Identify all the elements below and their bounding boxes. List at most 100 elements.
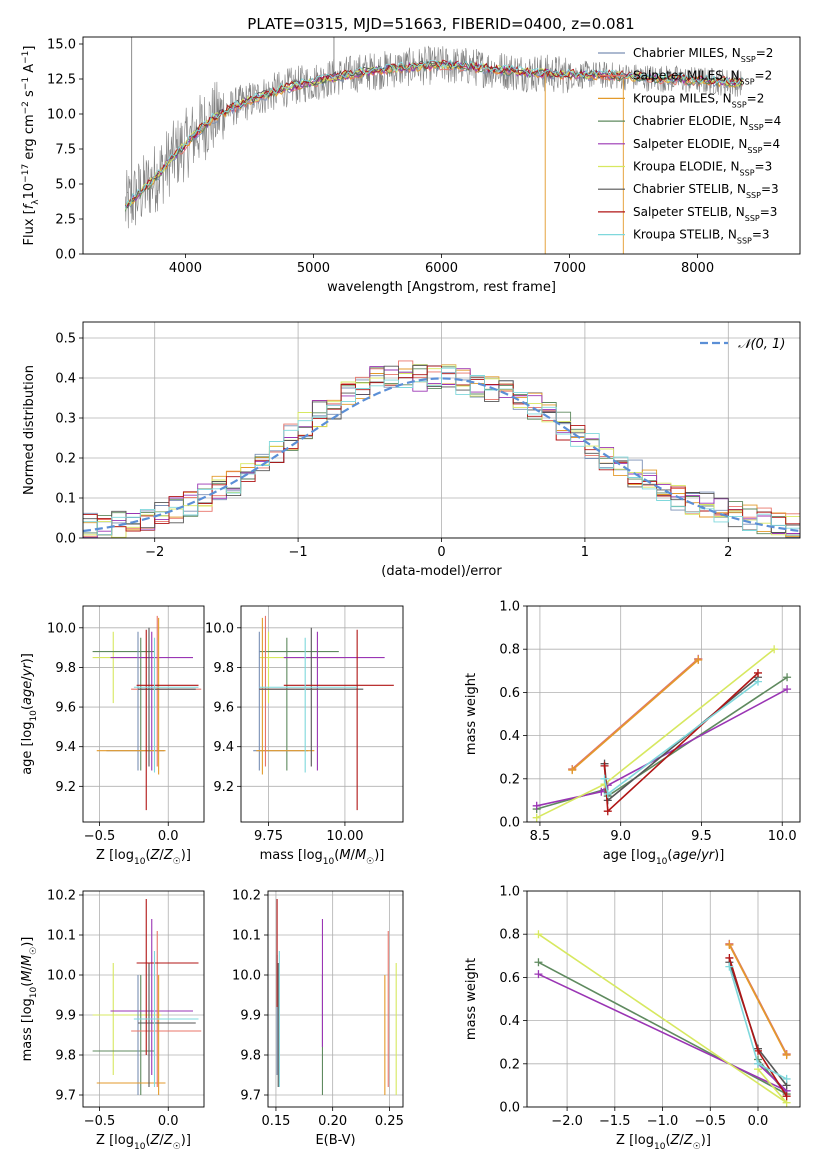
label-part: / [159, 848, 164, 863]
label-part: A [22, 64, 37, 77]
label-part: age [20, 681, 35, 705]
label-part: λ [31, 199, 41, 205]
axes-frame [82, 321, 801, 539]
legend-label-sub: SSP [749, 123, 764, 132]
mass-weight-marker [725, 953, 734, 962]
label-part: )] [20, 937, 35, 947]
y-tick-label: 10.0 [47, 108, 76, 123]
label-part: ( [145, 1133, 150, 1148]
y-tick-label: 0.2 [499, 1057, 520, 1072]
axes-frame [82, 605, 205, 823]
mass-weight-marker [600, 774, 609, 783]
y-tick-label: 0.1 [55, 492, 76, 507]
mass_weight_vs_Z-plot-area [527, 891, 800, 1107]
mass-weight-marker [725, 941, 734, 949]
label-part: Z [150, 848, 161, 863]
mass-weight-marker [603, 789, 612, 798]
y-tick-label: 0.6 [499, 686, 520, 701]
y-tick-label: 0.4 [499, 729, 520, 744]
label-part: 10 [323, 857, 335, 867]
y-tick-label: 9.6 [55, 701, 76, 716]
label-part: )] [181, 848, 191, 863]
legend-label-tail: =4 [762, 137, 780, 151]
x-tick-label: −0.5 [84, 1114, 116, 1129]
y-tick-label: 0.8 [499, 928, 520, 943]
label-part: −1 [21, 51, 31, 64]
y-axis-label: age [log10(age/yr)] [20, 653, 39, 775]
y-tick-label: 15.0 [47, 38, 76, 53]
label-part: / [159, 1133, 164, 1148]
label-part: Z [163, 848, 174, 863]
mass-weight-line [728, 944, 788, 1056]
mass-weight-marker [600, 761, 609, 770]
legend-label-tail: =4 [764, 114, 782, 128]
label-part: Z [670, 1133, 681, 1148]
y-tick-label: 9.2 [55, 780, 76, 795]
label-part: )] [701, 1133, 711, 1148]
legend-label-sub: SSP [747, 145, 762, 154]
x-tick-label: −2.0 [551, 1114, 583, 1129]
mass-weight-line [536, 648, 775, 819]
legend-label: Salpeter STELIB, NSSP=3 [633, 205, 777, 223]
mass-weight-marker [532, 801, 541, 810]
legend-label-sub: SSP [745, 213, 760, 222]
x-tick-label: 9.5 [691, 829, 712, 844]
x-tick-label: −0.5 [84, 829, 116, 844]
legend-label-sub: SSP [732, 100, 747, 109]
model-fit-line [124, 59, 743, 209]
y-tick-label: 0.2 [499, 772, 520, 787]
x-axis-label: age [log10(age/yr)] [603, 848, 725, 867]
y-tick-label: 10.0 [47, 621, 76, 636]
age_vs_Z-panel: −0.5 0.09.29.49.69.810.0Z [log10(Z/Z☉)]ag… [20, 605, 205, 867]
y-tick-label: 1.0 [499, 885, 520, 900]
label-part: mass [log [260, 848, 323, 863]
legend-label-tail: =2 [747, 91, 765, 105]
legend-label-main: Salpeter STELIB, N [633, 205, 745, 219]
label-part: ☉ [173, 1142, 181, 1152]
legend-label-sub: SSP [741, 55, 756, 64]
x-tick-label: 0.0 [158, 1114, 179, 1129]
label-part: mass [log [20, 998, 35, 1061]
residual-histogram [83, 365, 800, 536]
age_vs_mass-plot-area [241, 606, 403, 822]
label-part: )] [181, 1133, 191, 1148]
mass-weight-marker [782, 1092, 791, 1101]
mass_vs_ebv-plot-area [268, 891, 403, 1107]
legend-label: Kroupa ELODIE, NSSP=3 [633, 160, 772, 178]
legend-label: Salpeter MILES, NSSP=2 [633, 69, 772, 87]
y-axis-label: mass weight [464, 673, 479, 755]
mass-weight-marker [597, 787, 606, 796]
label-part: mass weight [464, 673, 479, 755]
spectrum-panel: 4000 5000 6000 7000 8000 0.0 2.5 5.0 7.5 10.0 12.5… [21, 36, 801, 295]
label-part: / [697, 848, 702, 863]
mass-weight-line [536, 688, 788, 807]
label-part: Z [150, 1133, 161, 1148]
label-part: ( [665, 1133, 670, 1148]
legend-label: 𝒩(0, 1) [738, 337, 785, 352]
legend-label-tail: =3 [755, 160, 773, 174]
y-tick-label: 9.9 [55, 1009, 76, 1024]
x-axis-label: wavelength [Angstrom, rest frame] [327, 280, 556, 295]
label-part: ☉ [693, 1142, 701, 1152]
label-part: )] [714, 848, 724, 863]
x-tick-label: −1 [289, 545, 308, 560]
legend-label-sub: SSP [740, 168, 755, 177]
axes-frame [240, 605, 404, 823]
mass-weight-marker [782, 1051, 791, 1060]
y-tick-label: 0.4 [499, 1014, 520, 1029]
y-tick-label: 0.2 [55, 452, 76, 467]
x-tick-label: 0.25 [375, 1114, 404, 1129]
spectrum-plot-area [124, 37, 743, 254]
y-tick-label: 10.0 [232, 969, 261, 984]
y-tick-label: 0.0 [499, 816, 520, 831]
label-part: 10 [22, 183, 37, 200]
age_vs_Z-plot-area [83, 606, 204, 822]
label-part: ☉ [366, 857, 374, 867]
y-tick-label: 0.3 [55, 412, 76, 427]
residual-histogram [83, 367, 800, 536]
x-axis-label: E(B-V) [315, 1133, 355, 1148]
y-tick-label: 10.2 [232, 889, 261, 904]
x-tick-label: −1.5 [599, 1114, 631, 1129]
